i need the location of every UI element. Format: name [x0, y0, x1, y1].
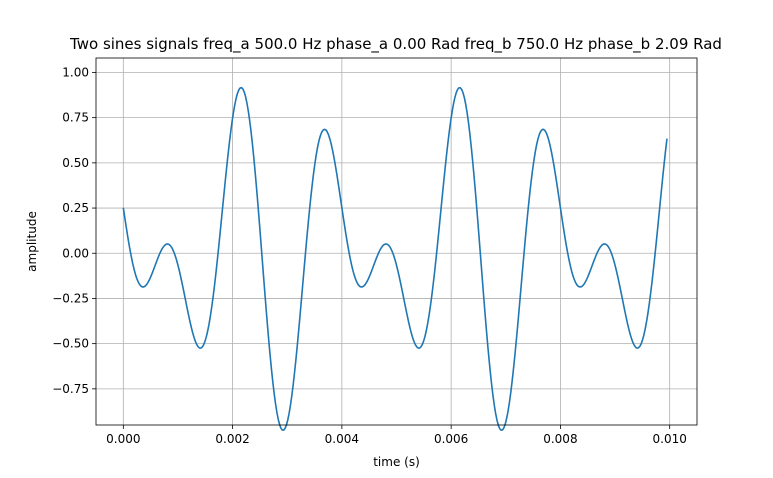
plot-frame [95, 57, 698, 426]
y-tick-label: −0.25 [52, 291, 89, 305]
x-tick-label: 0.008 [543, 432, 577, 446]
ticks: 0.000 0.002 0.004 0.006 0.008 0.010 1.00 0.75 0.… [52, 65, 687, 446]
x-axis-label: time (s) [373, 455, 420, 469]
y-tick-label: 0.25 [62, 201, 89, 215]
grid [96, 58, 697, 425]
x-tick-label: 0.006 [434, 432, 468, 446]
y-tick-label: −0.50 [52, 337, 89, 351]
y-tick-label: −0.75 [52, 382, 89, 396]
y-axis-label: amplitude [25, 211, 39, 272]
y-tick-label: 1.00 [62, 65, 89, 79]
y-tick-label: 0.00 [62, 246, 89, 260]
y-tick-label: 0.75 [62, 111, 89, 125]
signal-line [122, 86, 668, 432]
y-tick-label: 0.50 [62, 156, 89, 170]
chart-title: Two sines signals freq_a 500.0 Hz phase_… [69, 35, 722, 54]
x-tick-label: 0.002 [215, 432, 249, 446]
x-tick-label: 0.010 [653, 432, 687, 446]
series-layer [122, 86, 668, 432]
x-tick-label: 0.000 [106, 432, 140, 446]
x-tick-label: 0.004 [325, 432, 359, 446]
